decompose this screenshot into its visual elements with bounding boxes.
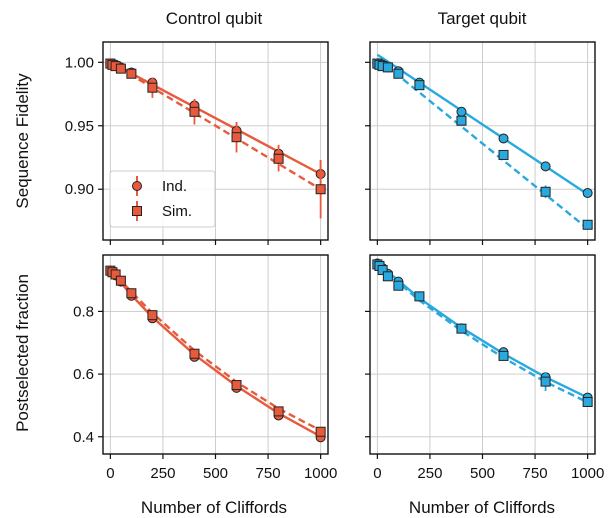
marker-sim xyxy=(393,68,404,79)
marker-sim xyxy=(456,323,467,334)
x-tick-label: 750 xyxy=(256,465,281,482)
x-tick-label: 500 xyxy=(470,465,495,482)
marker-sim xyxy=(498,350,509,361)
x-tick-label: 1000 xyxy=(304,465,337,482)
col-title-target: Target qubit xyxy=(438,9,527,28)
marker-sim xyxy=(315,426,326,437)
x-tick-label: 250 xyxy=(150,465,175,482)
marker-sim xyxy=(189,106,200,117)
y-tick-label: 1.00 xyxy=(65,54,94,71)
marker-sim xyxy=(126,68,137,79)
marker-sim xyxy=(393,280,404,291)
marker-sim xyxy=(315,184,326,195)
marker-sim xyxy=(147,310,158,321)
fit-line-sim xyxy=(109,61,322,191)
marker-sim xyxy=(110,269,121,280)
marker-sim xyxy=(414,80,425,91)
x-tick-label: 250 xyxy=(417,465,442,482)
legend: Ind. Sim. xyxy=(109,170,216,228)
marker-ind xyxy=(540,161,551,172)
marker-sim xyxy=(115,275,126,286)
x-tick-label: 500 xyxy=(203,465,228,482)
legend-sim-label: Sim. xyxy=(162,203,192,220)
legend-ind-marker xyxy=(132,181,142,191)
marker-sim xyxy=(147,82,158,93)
marker-sim xyxy=(189,348,200,359)
ylabel-sequence-fidelity: Sequence Fidelity xyxy=(13,73,32,209)
marker-sim xyxy=(456,115,467,126)
legend-ind-label: Ind. xyxy=(162,178,187,195)
marker-sim xyxy=(231,132,242,143)
x-tick-label: 1000 xyxy=(571,465,604,482)
x-tick-label: 750 xyxy=(523,465,548,482)
marker-sim xyxy=(126,288,137,299)
marker-sim xyxy=(540,186,551,197)
marker-sim xyxy=(115,63,126,74)
marker-sim xyxy=(231,380,242,391)
marker-sim xyxy=(498,149,509,160)
fit-line-ind xyxy=(109,61,322,176)
y-tick-label: 0.90 xyxy=(65,181,94,198)
marker-sim xyxy=(382,62,393,73)
marker-sim xyxy=(582,396,593,407)
marker-sim xyxy=(273,406,284,417)
x-tick-label: 0 xyxy=(373,465,381,482)
panel-bottom-left: 0 250 500 750 1000 0.4 0.6 0.8 xyxy=(73,254,337,482)
y-tick-label: 0.8 xyxy=(73,303,94,320)
panel-bottom-right: 0 250 500 750 1000 xyxy=(365,254,604,482)
y-tick-label: 0.4 xyxy=(73,429,94,446)
x-tick-label: 0 xyxy=(106,465,114,482)
legend-sim-marker xyxy=(132,206,142,216)
col-title-control: Control qubit xyxy=(166,9,263,28)
marker-sim xyxy=(377,265,388,276)
xlabel-left: Number of Cliffords xyxy=(141,498,287,517)
marker-sim xyxy=(382,271,393,282)
fit-line-sim xyxy=(376,57,589,230)
marker-ind xyxy=(456,106,467,117)
y-tick-label: 0.95 xyxy=(65,118,94,135)
marker-sim xyxy=(582,219,593,230)
fit-line-ind xyxy=(376,53,589,196)
marker-sim xyxy=(540,376,551,387)
y-tick-label: 0.6 xyxy=(73,366,94,383)
marker-sim xyxy=(414,291,425,302)
marker-sim xyxy=(273,153,284,164)
xlabel-right: Number of Cliffords xyxy=(409,498,555,517)
ylabel-postselected-fraction: Postselected fraction xyxy=(13,274,32,432)
marker-ind xyxy=(582,188,593,199)
panel-top-right xyxy=(365,41,596,245)
marker-ind xyxy=(498,133,509,144)
